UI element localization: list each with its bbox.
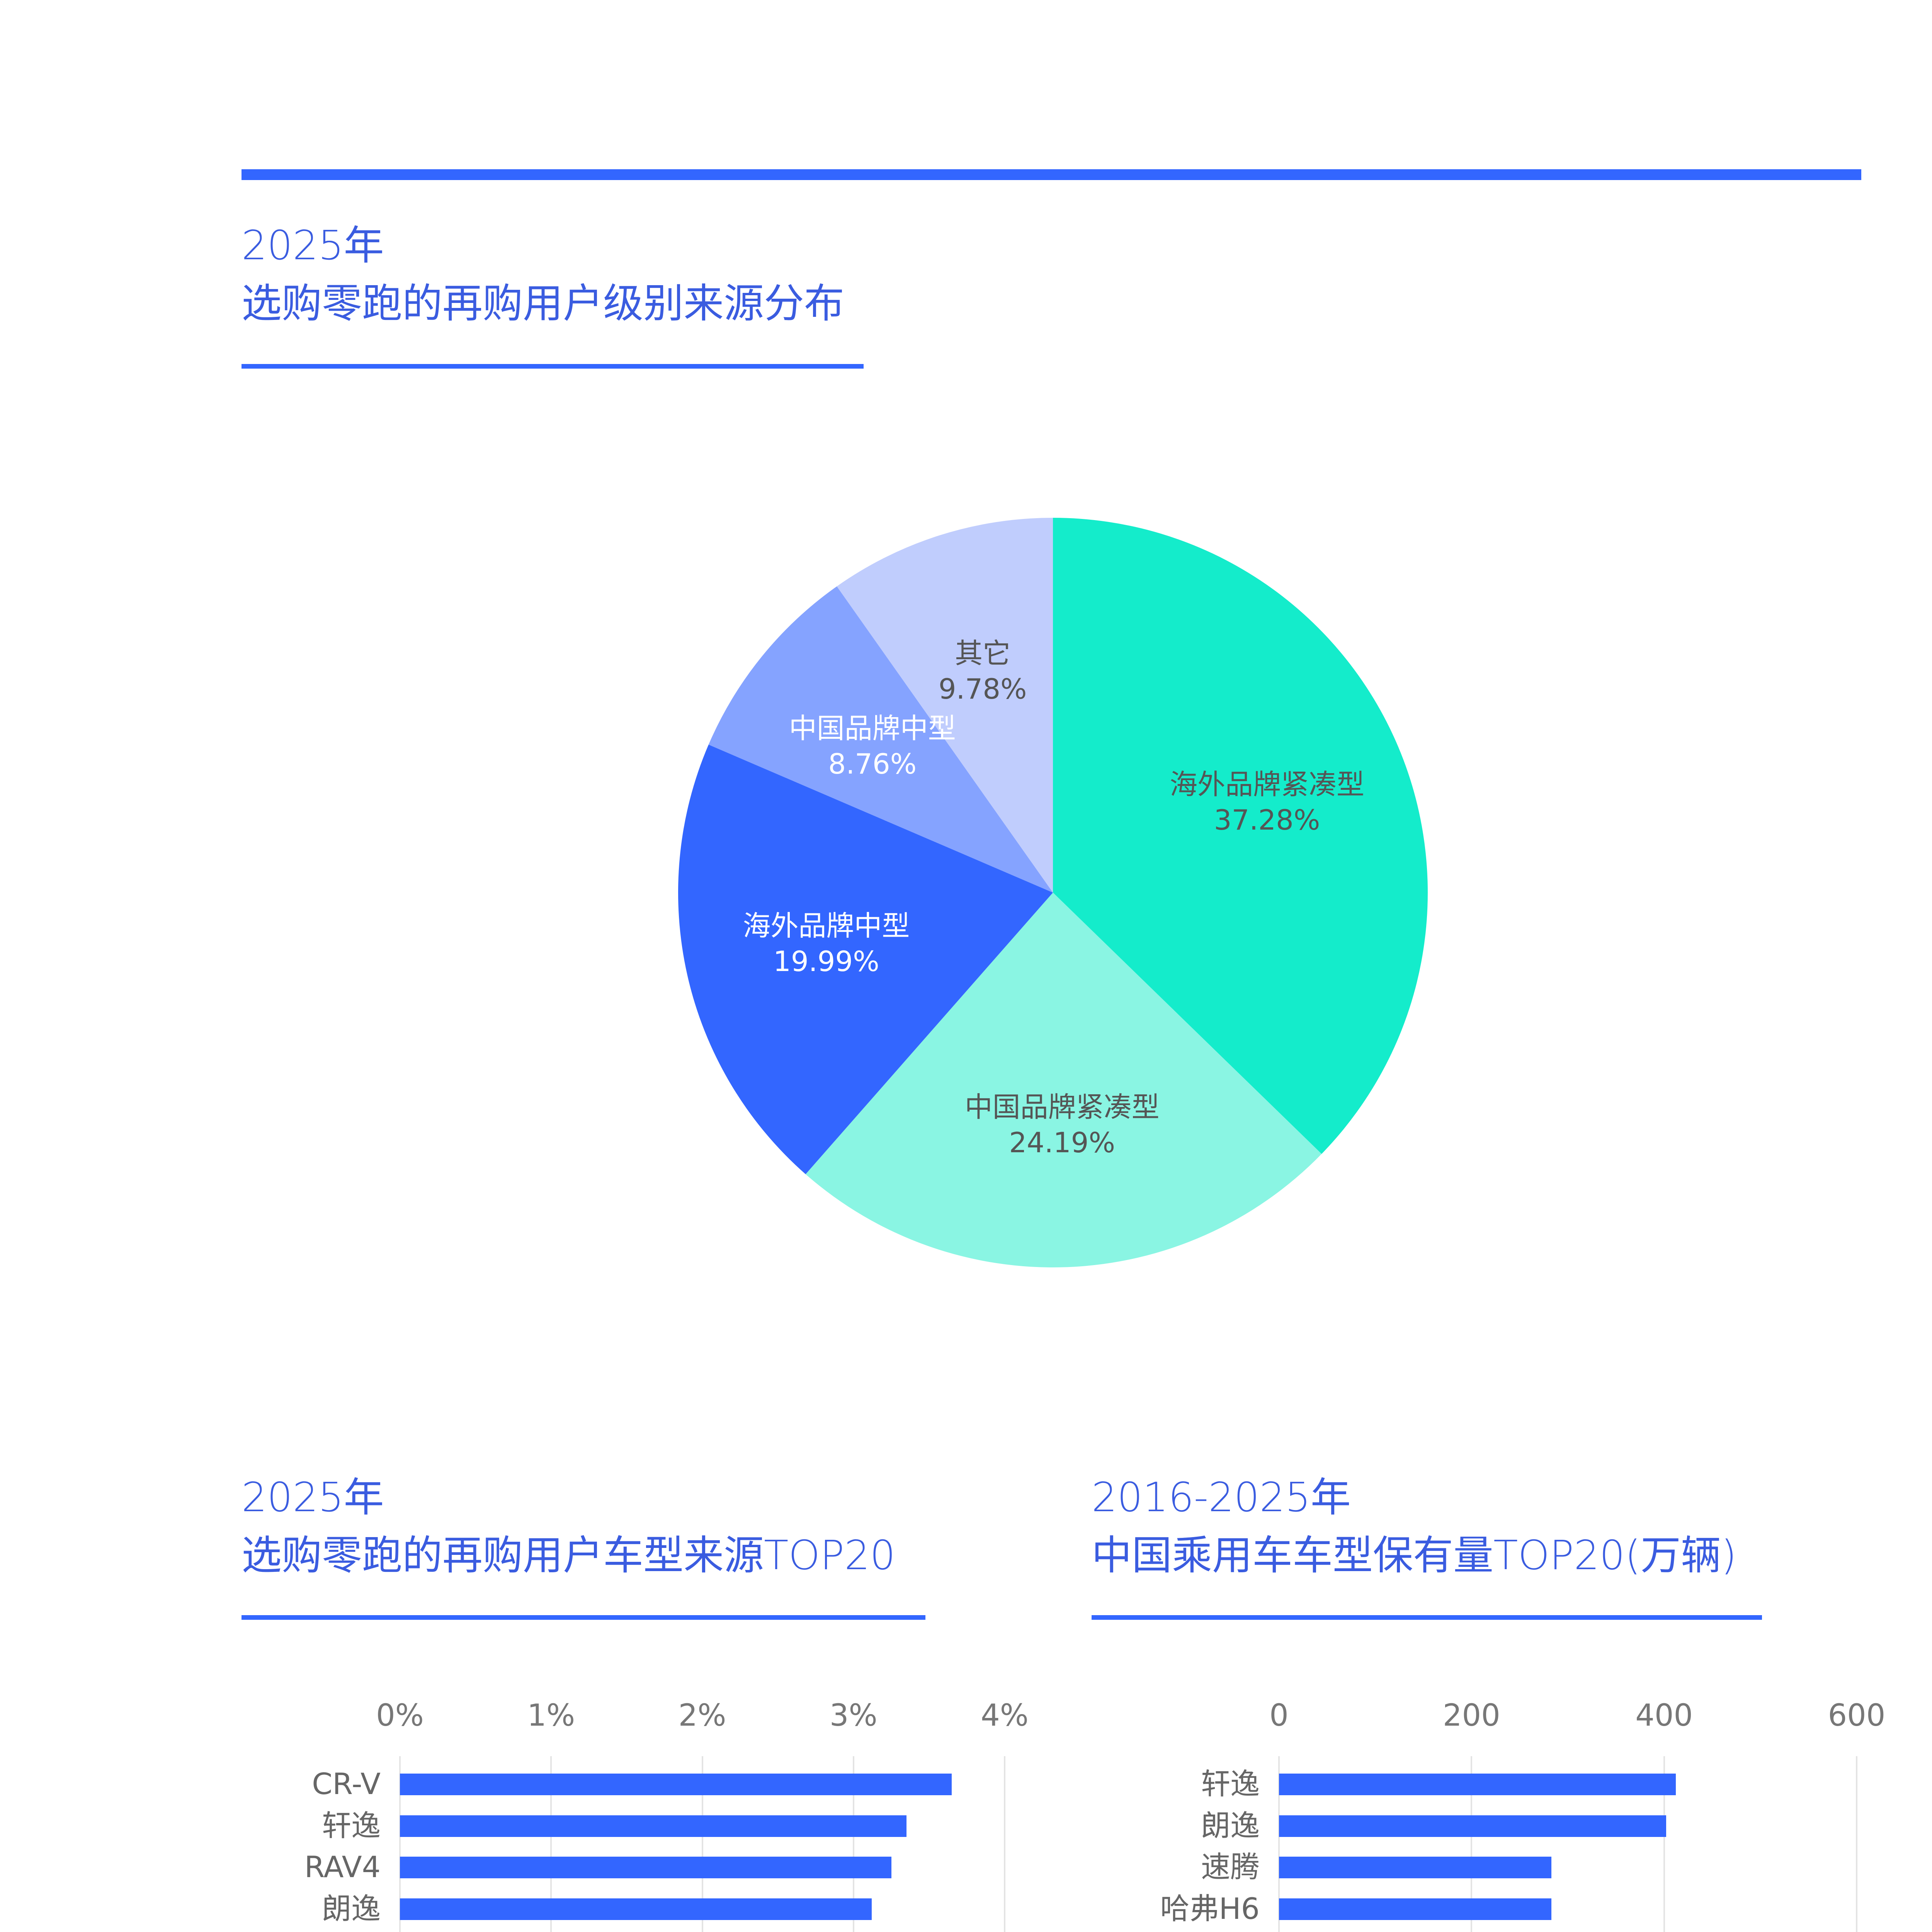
bar-row: 哈弗H6 [1092,1888,1857,1929]
pie-title-year: 2025年 [242,222,384,269]
pie-slice-value: 37.28% [1214,804,1320,837]
pie-title-underline [242,364,864,369]
axis-tick-label: 600 [1828,1698,1886,1733]
gridline [852,1756,854,1932]
top-accent-bar [242,169,1861,180]
bar-row: 速腾 [1092,1846,1857,1888]
bar [400,1898,872,1920]
gridline [1004,1756,1005,1932]
category-label: RAV4 [304,1850,381,1884]
axis-tick-label: 3% [829,1698,878,1733]
category-label: 卡罗拉 [1172,1929,1260,1932]
pie-chart: 海外品牌紧凑型 37.28% 中国品牌紧凑型 24.19% 海外品牌中型 19.99% 中国… [674,514,1432,1271]
bar-row: CR-V [242,1763,1005,1804]
pie-slice-label: 中国品牌中型 8.76% [789,711,956,782]
pie-slice [837,518,1053,893]
pie-slice-name: 中国品牌中型 [789,712,956,745]
left-chart-title-year: 2025年 [242,1474,384,1521]
pie-slice-label: 海外品牌紧凑型 37.28% [1170,767,1364,838]
pie-slice [708,586,1053,893]
pie-slice-name: 海外品牌中型 [743,910,910,942]
pie-slice-value: 9.78% [938,672,1027,705]
bar-row: 朗逸 [242,1888,1005,1929]
pie-slice-value: 24.19% [1009,1126,1115,1159]
bar-row: RAV4 [242,1846,1005,1888]
category-label: 朗逸 [1201,1808,1260,1843]
bar-row: 轩逸 [242,1805,1005,1846]
axis-tick-label: 4% [981,1698,1029,1733]
pie-title: 选购零跑的再购用户级别来源分布 [242,280,845,327]
bar-row: 轩逸 [1092,1763,1857,1804]
pie-slice-name: 海外品牌紧凑型 [1170,768,1365,801]
category-label: 轩逸 [1201,1767,1260,1801]
pie-slice-name: 中国品牌紧凑型 [964,1090,1160,1123]
gridline [1663,1756,1665,1932]
gridline [550,1756,552,1932]
bar [1279,1774,1676,1795]
bar [1279,1815,1666,1837]
bar-row: 雅阁 [242,1929,1005,1932]
axis-tick-label: 200 [1442,1698,1500,1733]
axis-tick-label: 400 [1635,1698,1693,1733]
bar [400,1774,952,1795]
category-label: 轩逸 [322,1808,381,1843]
pie-svg [678,518,1428,1267]
left-chart-underline [242,1615,925,1620]
bar [400,1815,906,1837]
pie-slice [678,745,1053,1174]
pie-slice-name: 其它 [955,637,1011,670]
gridline [1856,1756,1857,1932]
category-label: 朗逸 [322,1891,381,1926]
bar [1279,1857,1552,1878]
category-label: 哈弗H6 [1160,1891,1260,1926]
left-bar-chart: 0%1%2%3%4%CR-V轩逸RAV4朗逸雅阁博越哈弗H6凯美瑞思域卡罗拉天籁… [242,1698,1053,1932]
pie-slice-value: 8.76% [828,748,917,781]
right-bar-chart: 0200400600轩逸朗逸速腾哈弗H6卡罗拉宝来本田CR-V宏光MINIEVM… [1092,1698,1932,1932]
category-label: CR-V [312,1767,381,1801]
bar-row: 朗逸 [1092,1805,1857,1846]
axis-tick-label: 2% [678,1698,726,1733]
pie-slice-label: 中国品牌紧凑型 24.19% [965,1089,1160,1160]
pie-slice [1053,518,1428,1154]
gridline [399,1756,401,1932]
category-label: 速腾 [1201,1850,1260,1884]
gridline [701,1756,703,1932]
axis-tick-label: 0% [376,1698,424,1733]
pie-slice-label: 其它 9.78% [939,636,1027,707]
axis-tick-label: 1% [527,1698,575,1733]
gridline [1471,1756,1473,1932]
bar [400,1857,891,1878]
bar [1279,1898,1552,1920]
axis-tick-label: 0 [1269,1698,1289,1733]
pie-slice-label: 海外品牌中型 19.99% [743,908,910,979]
right-chart-underline [1092,1615,1762,1620]
pie-slice-value: 19.99% [773,945,879,978]
pie-slice [805,893,1322,1267]
left-chart-title: 选购零跑的再购用户车型来源TOP20 [242,1532,896,1579]
category-label: 雅阁 [322,1929,381,1932]
gridline [1278,1756,1280,1932]
right-chart-title-year: 2016-2025年 [1092,1474,1351,1521]
bar-row: 卡罗拉 [1092,1929,1857,1932]
right-chart-title: 中国乘用车车型保有量TOP20(万辆) [1092,1532,1737,1579]
